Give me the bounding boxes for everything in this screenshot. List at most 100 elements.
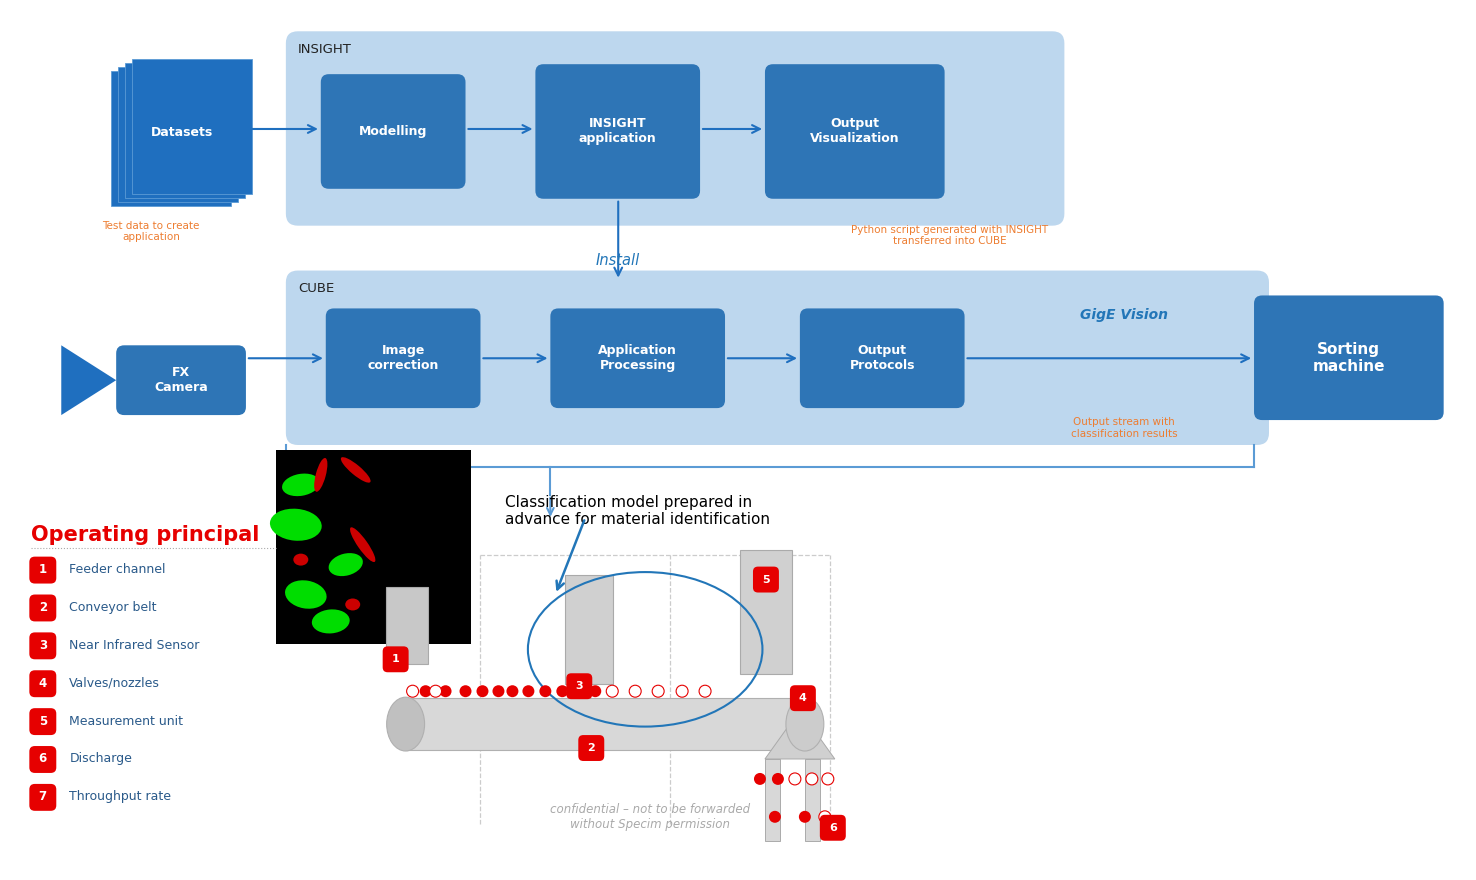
Ellipse shape <box>350 527 375 562</box>
Ellipse shape <box>294 554 308 566</box>
Circle shape <box>506 686 518 697</box>
Circle shape <box>799 810 810 823</box>
Text: 3: 3 <box>38 639 47 652</box>
FancyBboxPatch shape <box>567 673 592 700</box>
FancyBboxPatch shape <box>30 746 56 773</box>
Circle shape <box>556 686 568 697</box>
Circle shape <box>589 686 601 697</box>
Polygon shape <box>765 724 835 759</box>
Text: FX
Camera: FX Camera <box>154 366 208 394</box>
Circle shape <box>523 686 534 697</box>
Text: 6: 6 <box>830 823 837 832</box>
Ellipse shape <box>329 554 363 576</box>
Ellipse shape <box>345 598 360 611</box>
Text: 3: 3 <box>576 681 583 691</box>
Polygon shape <box>765 759 779 840</box>
Text: 6: 6 <box>38 752 47 766</box>
FancyBboxPatch shape <box>30 633 56 659</box>
Text: Sorting
machine: Sorting machine <box>1312 341 1384 374</box>
FancyBboxPatch shape <box>30 557 56 583</box>
Text: 2: 2 <box>38 601 47 614</box>
Text: Application
Processing: Application Processing <box>598 344 677 372</box>
Circle shape <box>754 773 766 785</box>
Bar <box>276 450 471 644</box>
Polygon shape <box>804 759 819 840</box>
Bar <box>385 587 428 664</box>
Circle shape <box>819 810 831 823</box>
FancyBboxPatch shape <box>286 270 1269 445</box>
Circle shape <box>676 686 688 697</box>
Ellipse shape <box>282 473 320 496</box>
FancyBboxPatch shape <box>1255 296 1444 420</box>
FancyBboxPatch shape <box>133 59 252 194</box>
Text: Discharge: Discharge <box>69 752 133 766</box>
Text: Test data to create
application: Test data to create application <box>102 221 199 242</box>
Text: Measurement unit: Measurement unit <box>69 715 183 728</box>
FancyBboxPatch shape <box>753 567 779 592</box>
Text: Output
Protocols: Output Protocols <box>850 344 915 372</box>
Circle shape <box>629 686 641 697</box>
Text: Output stream with
classification results: Output stream with classification result… <box>1072 417 1178 439</box>
Circle shape <box>652 686 664 697</box>
FancyBboxPatch shape <box>117 345 246 415</box>
Bar <box>565 575 613 685</box>
FancyBboxPatch shape <box>118 67 238 202</box>
Text: 5: 5 <box>38 715 47 728</box>
Circle shape <box>419 686 431 697</box>
FancyBboxPatch shape <box>111 71 230 206</box>
Text: 1: 1 <box>391 655 400 664</box>
FancyBboxPatch shape <box>790 686 816 711</box>
Polygon shape <box>62 345 117 415</box>
Text: Valves/nozzles: Valves/nozzles <box>69 677 159 690</box>
Text: Conveyor belt: Conveyor belt <box>69 601 156 614</box>
Text: 4: 4 <box>799 693 807 703</box>
FancyBboxPatch shape <box>819 815 846 840</box>
FancyBboxPatch shape <box>30 708 56 735</box>
FancyBboxPatch shape <box>579 735 604 761</box>
Bar <box>406 698 804 750</box>
Text: INSIGHT: INSIGHT <box>298 43 351 56</box>
FancyBboxPatch shape <box>30 595 56 621</box>
FancyBboxPatch shape <box>765 64 945 199</box>
Bar <box>739 550 793 674</box>
FancyBboxPatch shape <box>320 74 465 189</box>
Ellipse shape <box>341 457 370 482</box>
Text: Output
Visualization: Output Visualization <box>810 117 899 145</box>
Text: Throughput rate: Throughput rate <box>69 790 171 803</box>
Text: confidential – not to be forwarded
without Specim permission: confidential – not to be forwarded witho… <box>551 803 750 831</box>
FancyBboxPatch shape <box>30 784 56 810</box>
Ellipse shape <box>387 697 425 751</box>
FancyBboxPatch shape <box>382 646 409 672</box>
Text: Operating principal: Operating principal <box>31 524 260 545</box>
Text: Python script generated with INSIGHT
transferred into CUBE: Python script generated with INSIGHT tra… <box>852 225 1048 246</box>
Text: Install: Install <box>596 253 641 268</box>
Circle shape <box>459 686 471 697</box>
Ellipse shape <box>285 580 326 609</box>
FancyBboxPatch shape <box>125 63 245 198</box>
FancyBboxPatch shape <box>326 308 481 408</box>
Circle shape <box>772 773 784 785</box>
Circle shape <box>700 686 711 697</box>
Text: CUBE: CUBE <box>298 282 334 296</box>
Text: 7: 7 <box>38 790 47 803</box>
Text: Modelling: Modelling <box>359 125 428 138</box>
Text: Classification model prepared in
advance for material identification: Classification model prepared in advance… <box>505 495 770 527</box>
Text: 1: 1 <box>38 563 47 576</box>
Text: GigE Vision: GigE Vision <box>1080 308 1169 322</box>
Circle shape <box>574 686 586 697</box>
Text: 2: 2 <box>587 743 595 753</box>
Text: Image
correction: Image correction <box>368 344 438 372</box>
Circle shape <box>822 773 834 785</box>
Circle shape <box>440 686 452 697</box>
FancyBboxPatch shape <box>536 64 700 199</box>
Text: 5: 5 <box>762 575 770 584</box>
Circle shape <box>539 686 552 697</box>
Circle shape <box>806 773 818 785</box>
Ellipse shape <box>314 458 328 492</box>
Circle shape <box>567 686 579 697</box>
FancyBboxPatch shape <box>800 308 965 408</box>
Circle shape <box>406 686 419 697</box>
Text: Near Infrared Sensor: Near Infrared Sensor <box>69 639 199 652</box>
Text: 4: 4 <box>38 677 47 690</box>
Ellipse shape <box>311 609 350 634</box>
